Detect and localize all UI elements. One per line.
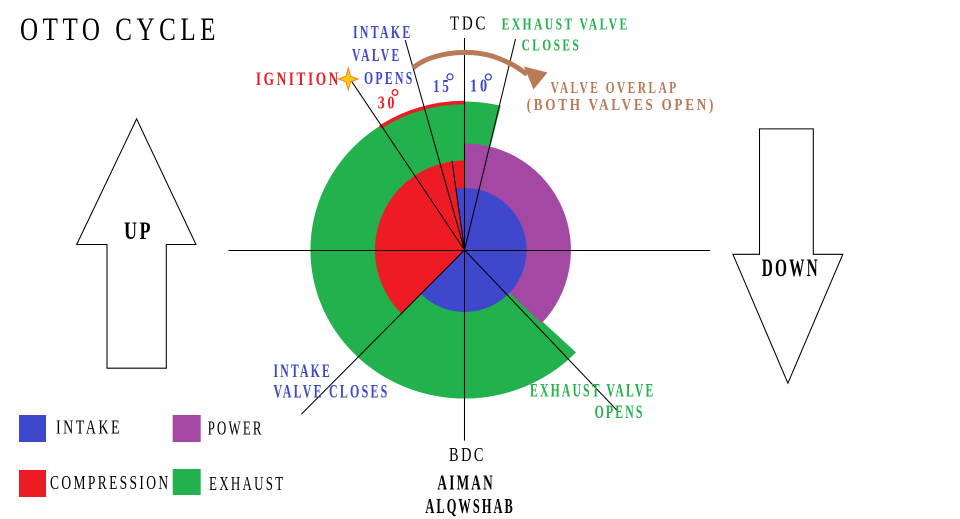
- svg-text:CLOSES: CLOSES: [522, 35, 582, 54]
- svg-text:POWER: POWER: [208, 418, 264, 440]
- svg-text:INTAKE: INTAKE: [274, 361, 333, 382]
- svg-text:15: 15: [433, 76, 452, 96]
- svg-text:EXHAUST VALVE: EXHAUST VALVE: [502, 15, 630, 34]
- svg-text:AIMAN: AIMAN: [437, 471, 495, 495]
- svg-text:COMPRESSION: COMPRESSION: [50, 472, 171, 494]
- svg-text:EXHAUST VALVE: EXHAUST VALVE: [530, 381, 656, 402]
- svg-text:VALVE OVERLAP: VALVE OVERLAP: [551, 78, 679, 97]
- svg-text:ALQWSHAB: ALQWSHAB: [425, 494, 515, 518]
- svg-text:BDC: BDC: [449, 444, 486, 466]
- svg-text:UP: UP: [124, 218, 153, 245]
- svg-text:INTAKE: INTAKE: [56, 417, 122, 439]
- svg-text:IGNITION: IGNITION: [256, 70, 341, 90]
- svg-text:VALVE CLOSES: VALVE CLOSES: [274, 382, 390, 403]
- svg-text:OPENS: OPENS: [364, 68, 415, 88]
- svg-text:VALVE: VALVE: [352, 45, 402, 65]
- svg-text:TDC: TDC: [450, 13, 488, 35]
- svg-text:INTAKE: INTAKE: [353, 22, 413, 42]
- svg-text:OTTO CYCLE: OTTO CYCLE: [20, 12, 220, 48]
- svg-text:DOWN: DOWN: [762, 255, 820, 282]
- svg-text:10: 10: [470, 76, 490, 96]
- svg-text:(BOTH VALVES OPEN): (BOTH VALVES OPEN): [527, 95, 717, 114]
- svg-text:EXHAUST: EXHAUST: [209, 473, 286, 495]
- svg-text:30: 30: [378, 92, 398, 112]
- svg-text:OPENS: OPENS: [595, 402, 645, 423]
